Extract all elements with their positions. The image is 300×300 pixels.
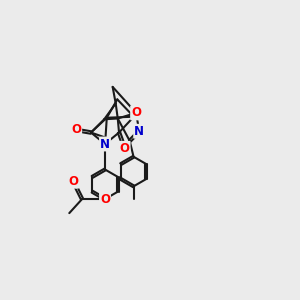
Text: O: O xyxy=(131,106,141,119)
Text: N: N xyxy=(100,137,110,151)
Text: O: O xyxy=(100,193,110,206)
Text: O: O xyxy=(68,175,78,188)
Text: N: N xyxy=(134,125,144,138)
Text: O: O xyxy=(71,124,81,136)
Text: O: O xyxy=(120,142,130,155)
